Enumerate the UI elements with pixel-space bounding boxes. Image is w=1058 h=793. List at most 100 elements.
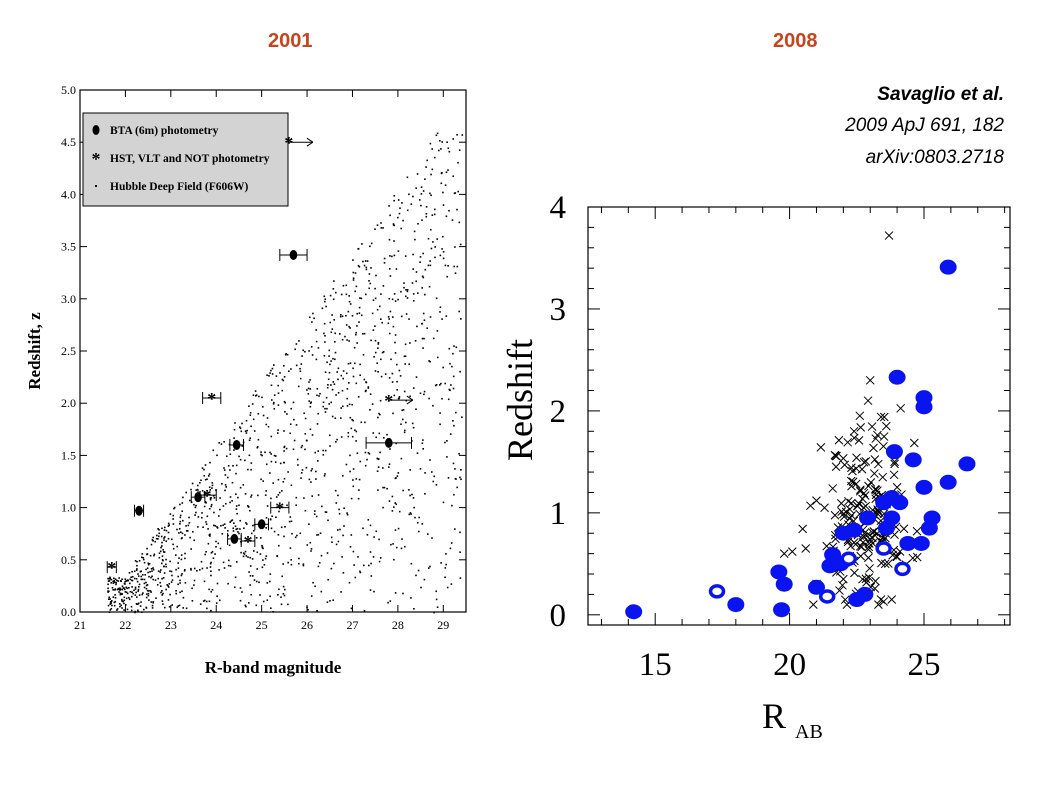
field-dot <box>327 378 330 381</box>
field-dot <box>412 426 415 429</box>
field-dot <box>151 607 154 609</box>
field-dot <box>414 238 416 241</box>
field-dot <box>454 246 456 248</box>
field-dot <box>364 464 367 467</box>
field-dot <box>121 593 123 595</box>
field-dot <box>259 594 261 596</box>
field-dot <box>325 396 328 399</box>
field-dot <box>415 376 418 378</box>
field-dot <box>210 505 212 508</box>
field-dot <box>121 578 123 580</box>
citation-arxiv: arXiv:0803.2718 <box>865 147 1004 168</box>
field-dot <box>360 421 363 424</box>
field-dot <box>186 530 189 532</box>
field-dot <box>151 604 154 607</box>
field-dot <box>299 532 302 535</box>
field-dot <box>224 484 227 486</box>
field-dot <box>349 546 352 548</box>
field-dot <box>200 479 202 482</box>
field-dot <box>432 241 434 243</box>
field-dot <box>304 433 307 435</box>
field-dot <box>264 451 266 454</box>
field-dot <box>216 526 218 528</box>
field-dot <box>163 565 165 568</box>
field-dot <box>295 343 298 345</box>
field-dot <box>158 535 160 538</box>
field-dot <box>425 206 428 208</box>
field-dot <box>340 436 343 438</box>
field-dot <box>227 530 229 532</box>
field-dot <box>351 403 353 406</box>
field-dot <box>347 362 350 365</box>
field-dot <box>220 443 223 445</box>
field-dot <box>185 530 188 532</box>
field-dot <box>295 364 298 367</box>
field-dot <box>111 604 113 607</box>
cross-marker <box>877 558 886 568</box>
cross-marker <box>878 472 888 482</box>
x-axis-label: R <box>762 696 786 736</box>
field-dot <box>123 587 125 589</box>
field-dot <box>171 574 173 577</box>
field-dot <box>224 474 227 476</box>
field-dot <box>126 587 128 590</box>
field-dot <box>207 542 210 545</box>
field-dot <box>169 513 172 515</box>
cross-marker <box>908 553 918 563</box>
field-dot <box>341 338 344 341</box>
field-dot <box>293 439 296 442</box>
field-dot <box>266 582 269 584</box>
cross-marker <box>840 460 849 470</box>
field-dot <box>397 527 400 530</box>
field-dot <box>352 479 354 481</box>
field-dot <box>342 377 344 380</box>
field-dot <box>454 528 456 530</box>
field-dot <box>261 454 263 457</box>
field-dot <box>180 537 183 540</box>
field-dot <box>454 468 456 470</box>
field-dot <box>345 463 348 466</box>
field-dot <box>383 257 386 260</box>
field-dot <box>140 575 142 578</box>
field-dot <box>452 352 454 355</box>
field-dot <box>136 603 138 605</box>
field-dot <box>158 532 161 535</box>
field-dot <box>373 536 375 538</box>
field-dot <box>167 586 170 588</box>
field-dot <box>323 295 326 298</box>
field-dot <box>239 458 242 461</box>
field-dot <box>387 322 390 325</box>
field-dot <box>135 578 138 580</box>
field-dot <box>373 590 375 593</box>
field-dot <box>241 422 243 425</box>
field-dot <box>108 598 110 600</box>
field-dot <box>428 360 430 362</box>
field-dot <box>365 381 367 383</box>
field-dot <box>393 195 396 197</box>
field-dot <box>314 510 316 512</box>
field-dot <box>205 551 207 553</box>
field-dot <box>447 398 450 401</box>
field-dot <box>402 219 404 222</box>
field-dot <box>239 519 241 522</box>
field-dot <box>420 204 422 207</box>
field-dot <box>392 412 394 415</box>
field-dot <box>239 528 241 530</box>
field-dot <box>150 568 153 570</box>
field-dot <box>311 321 313 323</box>
field-dot <box>129 582 131 585</box>
field-dot <box>337 367 340 370</box>
field-dot <box>361 243 363 245</box>
field-dot <box>382 486 384 489</box>
field-dot <box>137 575 140 577</box>
field-dot <box>430 228 432 231</box>
field-dot <box>408 193 410 196</box>
field-dot <box>285 447 288 450</box>
field-dot <box>365 293 367 296</box>
field-dot <box>177 567 180 569</box>
field-dot <box>308 350 310 352</box>
field-dot <box>140 601 142 603</box>
field-dot <box>232 465 234 467</box>
field-dot <box>319 532 322 534</box>
field-dot <box>424 493 426 495</box>
